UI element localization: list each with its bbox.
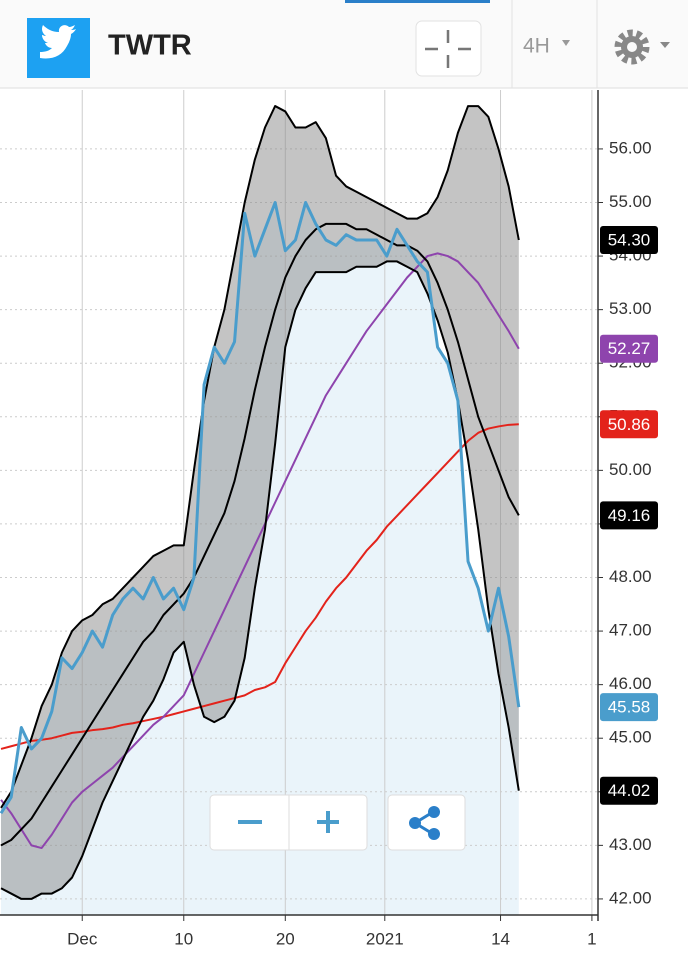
y-tick-label: 48.00 — [609, 567, 652, 586]
x-tick-label: 1 — [587, 929, 596, 948]
value-label: 49.16 — [608, 506, 651, 525]
interval-label: 4H — [523, 35, 550, 58]
indicator-line — [0, 252, 520, 850]
indicator-line — [0, 222, 520, 847]
settings-button[interactable] — [614, 29, 670, 65]
x-tick-label: 20 — [276, 929, 295, 948]
zoom-in-button[interactable] — [317, 811, 339, 833]
value-label-box — [600, 410, 658, 439]
y-tick-label: 45.00 — [609, 728, 652, 747]
y-tick-label: 43.00 — [609, 835, 652, 854]
y-tick-label: 42.00 — [609, 888, 652, 907]
value-label: 54.30 — [608, 230, 651, 249]
symbol-title: TWTR — [108, 30, 192, 62]
value-label: 44.02 — [608, 781, 651, 800]
zoom-controls — [209, 794, 466, 851]
value-label: 45.58 — [608, 698, 651, 717]
y-tick-label: 56.00 — [609, 138, 652, 157]
y-tick-label: 46.00 — [609, 674, 652, 693]
x-tick-label: 2021 — [366, 929, 404, 948]
header-bar — [0, 0, 688, 88]
x-tick-label: Dec — [67, 929, 98, 948]
y-tick-label: 47.00 — [609, 621, 652, 640]
logo — [27, 18, 90, 78]
crosshair-button[interactable] — [415, 20, 482, 77]
value-label-box — [600, 501, 658, 530]
value-label-box — [600, 693, 658, 722]
value-label-box — [600, 226, 658, 254]
value-label-box — [600, 334, 658, 363]
value-label: 52.27 — [608, 339, 651, 358]
price-line — [0, 201, 521, 815]
x-tick-label: 10 — [174, 929, 193, 948]
interval-selector[interactable]: 4H — [523, 35, 570, 58]
x-tick-label: 14 — [491, 929, 510, 948]
plot-area: 42.0043.0044.0045.0046.0047.0048.0049.00… — [0, 90, 658, 948]
band-fill — [1, 106, 519, 899]
y-tick-label: 50.00 — [609, 460, 652, 479]
tab-indicator — [345, 0, 490, 3]
y-tick-label: 55.00 — [609, 192, 652, 211]
indicator-line — [0, 105, 520, 809]
y-tick-label: 53.00 — [609, 299, 652, 318]
share-button[interactable] — [387, 794, 466, 851]
value-label: 50.86 — [608, 415, 651, 434]
value-label-box — [600, 776, 658, 805]
